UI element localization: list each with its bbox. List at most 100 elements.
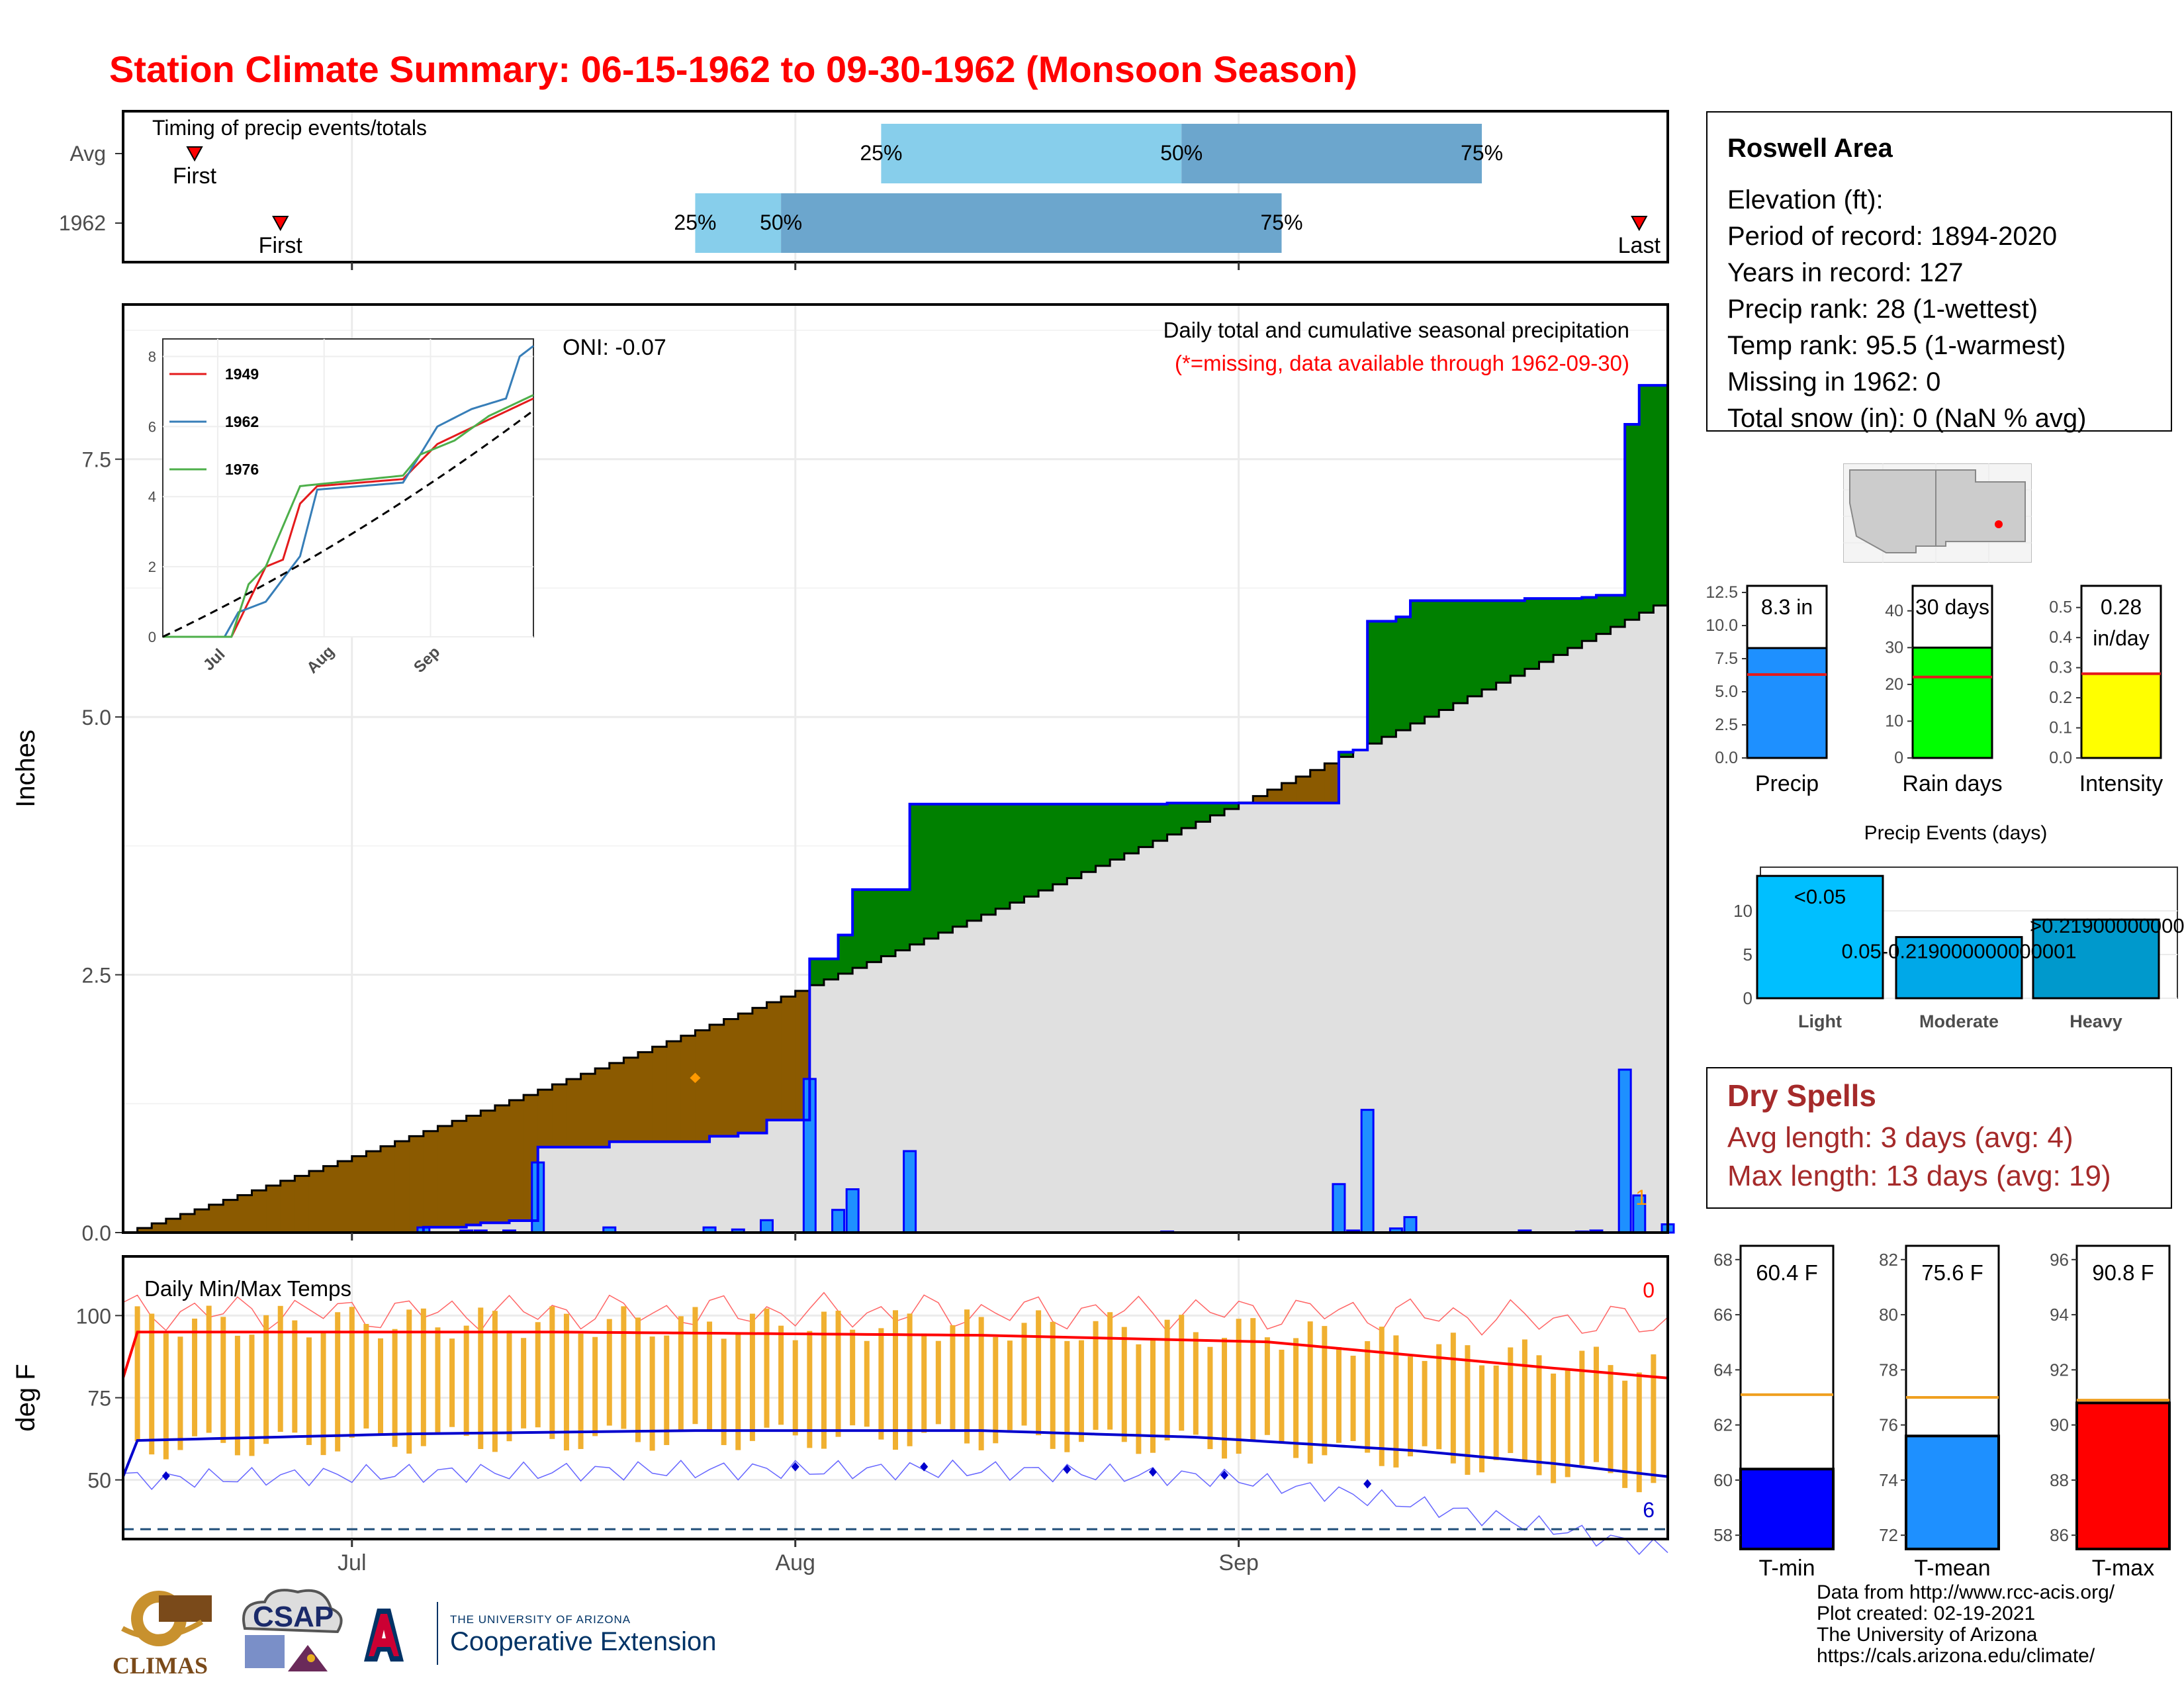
surplus-area [938,804,953,933]
deficit-area [295,1176,310,1233]
station-marker [1995,520,2003,528]
deficit-area [738,1013,753,1133]
daily-temp-bar [349,1307,355,1438]
normal-line [123,598,1669,1234]
deficit-area [1324,763,1340,804]
avg-tmax-line [122,1331,1668,1380]
temp-summary-tick: 68 [1713,1250,1733,1270]
credit-line: Plot created: 02-19-2021 [1817,1603,2036,1624]
event-bar-label: >0.219000000000000 [2030,914,2184,937]
surplus-area [924,804,939,939]
inset-y-tick: 2 [148,559,156,575]
summary-tick: 0.3 [2049,659,2072,677]
daily-temp-bar [878,1328,884,1440]
y-tick-label: 75 [87,1387,111,1411]
deficit-area [437,1126,453,1227]
y-axis-title: deg F [11,1364,40,1431]
csap-logo: CSAP [232,1582,347,1681]
first-label: First [259,233,303,258]
daily-temp-bar [420,1308,426,1446]
surplus-area [1482,600,1497,690]
record-low-marker [1220,1470,1229,1480]
deficit-area [652,1047,667,1142]
temp-summary-value: 90.8 F [2092,1260,2154,1285]
timing-panel: Avg25%50%75%FirstLast196225%50%75%FirstL… [59,110,1669,270]
surplus-area [1081,804,1097,872]
years-text: Years in record: 127 [1727,258,1964,287]
surplus-area [1210,803,1225,816]
main-chart: Avg25%50%75%FirstLast196225%50%75%FirstL… [11,110,1675,1575]
first-marker [272,216,289,232]
daily-temp-bar [1622,1380,1628,1488]
y-tick-label: 100 [76,1304,111,1328]
daily-temp-bar [678,1316,684,1432]
daily-temp-bar [1493,1365,1499,1460]
surplus-area [1153,804,1168,841]
daily-temp-bar [234,1335,240,1456]
deficit-area [180,1214,195,1233]
daily-temp-bar [1164,1319,1170,1440]
summary-tick: 0.0 [2049,749,2072,767]
daily-temp-bar [1422,1360,1428,1446]
deficit-area [1253,796,1268,804]
daily-precip-bar [1403,1216,1418,1234]
surplus-area [1553,598,1569,655]
surplus-area [809,959,825,986]
daily-temp-bar [578,1333,584,1449]
precip-rank-text: Precip rank: 28 (1-wettest) [1727,295,2038,324]
daily-temp-bar [1522,1339,1527,1460]
daily-precip-bar [1617,1068,1632,1234]
last-label: Last [1618,233,1661,258]
summary-name: Rain days [1902,771,2002,796]
summary-tick: 0.0 [1715,749,1738,767]
surplus-area [1009,804,1024,903]
deficit-area [165,1219,181,1233]
surplus-area [1653,385,1668,606]
daily-temp-bar [220,1317,226,1443]
chart-title: Station Climate Summary: 06-15-1962 to 0… [109,48,1357,90]
surplus-area [1524,598,1539,669]
credit-line: Data from http://www.rcc-acis.org/ [1817,1581,2115,1603]
summary-tick: 0.1 [2049,719,2072,737]
surplus-area [1496,600,1511,683]
summary-bar [1746,647,1828,759]
summary-tick: 0.2 [2049,688,2072,707]
surplus-area [1467,600,1482,696]
deficit-area [680,1035,696,1142]
daily-temp-bar [206,1305,212,1433]
daily-temp-bar [893,1310,898,1450]
daily-temp-bar [749,1313,755,1441]
record-low-marker [161,1471,170,1481]
daily-temp-bar [707,1321,713,1432]
daily-temp-bar [606,1319,612,1426]
elevation-text: Elevation (ft): [1727,185,1884,214]
summary-tick: 12.5 [1706,583,1738,602]
first-label: First [173,164,217,189]
deficit-area [638,1052,653,1142]
event-bar [2032,918,2160,1000]
y-tick-label: 0.0 [82,1221,111,1245]
surplus-area [1038,804,1054,891]
locator-map [1843,463,2032,563]
temp-summary-tick: 80 [1879,1305,1898,1325]
surplus-area [967,804,982,921]
timing-row-label: 1962 [59,211,106,235]
daily-temp-bar [1436,1344,1442,1450]
timing-frame [122,110,1669,263]
ua-divider [437,1602,438,1665]
daily-temp-bar [721,1338,727,1446]
normal-area [123,598,1668,1233]
daily-temp-bar [1007,1340,1013,1430]
daily-temp-bar [907,1313,913,1446]
deficit-area [152,1223,167,1233]
oni-label: ONI: -0.07 [563,335,666,360]
event-category: Moderate [1919,1011,1999,1031]
temp-summary-name: T-max [2092,1556,2154,1581]
daily-temp-bar [563,1313,569,1451]
daily-temp-bar [506,1331,512,1442]
temp-summary-tick: 96 [2050,1250,2069,1270]
daily-temp-bar [850,1329,856,1426]
surplus-area [1396,616,1411,731]
x-tick-label: Jul [338,1550,366,1575]
period-text: Period of record: 1894-2020 [1727,222,2058,251]
